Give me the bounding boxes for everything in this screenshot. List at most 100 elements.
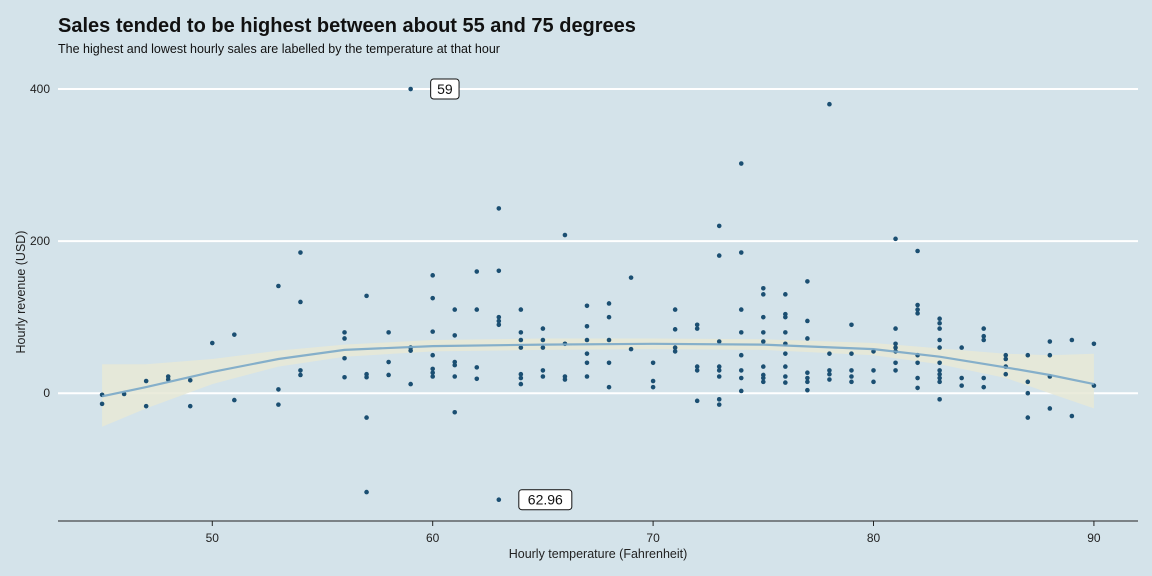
data-point <box>716 253 722 258</box>
data-point <box>628 275 634 280</box>
data-point <box>209 340 215 346</box>
data-point <box>893 341 898 347</box>
data-point <box>915 311 920 316</box>
data-point <box>937 379 942 385</box>
data-point <box>187 403 193 409</box>
data-point <box>827 351 832 356</box>
data-point <box>783 351 788 356</box>
data-point <box>716 374 722 379</box>
grid-lines <box>58 88 1138 395</box>
data-point <box>783 314 788 320</box>
data-point <box>893 368 898 373</box>
data-point <box>474 307 480 312</box>
data-point <box>1025 415 1031 420</box>
data-point <box>716 339 722 344</box>
data-point <box>849 351 854 356</box>
data-point <box>606 360 612 366</box>
data-point <box>1025 390 1031 396</box>
data-point <box>386 330 391 335</box>
data-point <box>452 409 458 415</box>
data-point <box>805 379 810 385</box>
data-point <box>276 387 281 392</box>
data-point <box>606 301 612 306</box>
data-point <box>584 374 590 379</box>
data-point <box>805 279 810 284</box>
x-tick-label: 70 <box>646 531 660 545</box>
x-axis-label: Hourly temperature (Fahrenheit) <box>509 547 688 561</box>
data-point <box>915 302 920 308</box>
y-tick-label: 0 <box>43 386 50 400</box>
data-point <box>430 374 435 379</box>
data-point <box>937 326 942 331</box>
data-point <box>452 307 458 312</box>
data-point <box>143 403 149 409</box>
data-point <box>915 375 920 381</box>
annotation-label: 62.96 <box>528 492 563 508</box>
confidence-band-area <box>102 338 1094 427</box>
data-point <box>518 307 524 312</box>
data-point <box>606 337 612 343</box>
data-point <box>849 368 854 373</box>
data-point <box>783 292 788 297</box>
data-point <box>783 364 788 369</box>
data-point <box>540 374 546 379</box>
data-point <box>540 337 546 343</box>
chart-title: Sales tended to be highest between about… <box>58 15 636 37</box>
data-point <box>672 349 678 354</box>
data-point <box>981 333 987 339</box>
data-point <box>1047 352 1053 358</box>
data-point <box>937 397 942 402</box>
data-point <box>562 377 568 382</box>
data-point <box>738 352 744 358</box>
data-point <box>518 381 524 387</box>
data-point <box>584 360 590 366</box>
data-point <box>716 368 722 373</box>
axes: 0 200 400 50 60 70 80 90 <box>30 82 1138 545</box>
data-point <box>386 359 391 365</box>
data-point <box>452 333 458 338</box>
y-axis-label: Hourly revenue (USD) <box>14 231 28 354</box>
data-point <box>496 497 502 503</box>
data-point <box>761 339 766 344</box>
data-point <box>738 368 744 373</box>
data-point <box>805 336 810 341</box>
data-point <box>452 374 458 379</box>
data-point <box>496 318 502 324</box>
annotations: 59 62.96 <box>430 78 573 511</box>
data-point <box>364 489 369 495</box>
data-point <box>871 368 876 373</box>
data-point <box>805 370 810 375</box>
data-point <box>298 250 303 255</box>
data-point <box>981 384 987 390</box>
data-point <box>849 374 854 379</box>
data-point <box>915 360 920 366</box>
data-point <box>430 366 435 372</box>
data-point <box>937 345 942 350</box>
data-point <box>915 248 920 254</box>
data-point <box>342 374 347 380</box>
data-point <box>937 337 942 343</box>
data-point <box>232 332 237 337</box>
annotation-box <box>518 489 573 511</box>
data-point <box>694 368 700 373</box>
data-point <box>1047 339 1053 344</box>
data-point <box>430 370 435 375</box>
data-point <box>386 372 391 378</box>
data-point <box>981 375 987 381</box>
data-point <box>342 355 347 361</box>
data-point <box>474 376 480 382</box>
data-point <box>496 314 502 320</box>
data-point <box>496 322 502 328</box>
x-tick-label: 90 <box>1087 531 1101 545</box>
data-point <box>518 371 524 377</box>
data-points <box>99 86 1097 503</box>
data-point <box>672 327 678 332</box>
data-point <box>805 387 810 393</box>
y-tick-label: 200 <box>30 234 50 248</box>
data-point <box>805 375 810 381</box>
data-point <box>893 345 898 350</box>
data-point <box>540 326 546 331</box>
data-point <box>342 336 347 341</box>
